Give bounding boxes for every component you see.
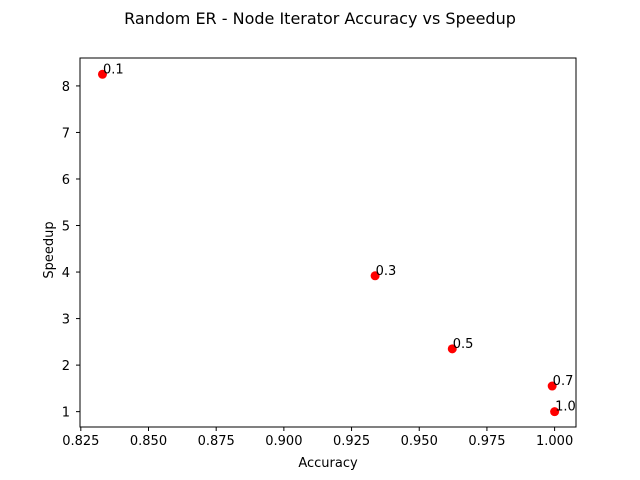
data-point bbox=[550, 407, 560, 417]
data-point-label: 1.0 bbox=[555, 400, 576, 415]
data-point-label: 0.3 bbox=[376, 264, 397, 279]
data-point-label: 0.5 bbox=[453, 337, 474, 352]
data-point-label: 0.1 bbox=[103, 62, 124, 77]
plot-area: 0.825 0.850 0.875 0.900 0.925 0.950 0.975 1.000… bbox=[62, 57, 577, 449]
data-point bbox=[370, 271, 380, 281]
x-tick-label: 0.925 bbox=[333, 434, 370, 449]
y-tick-label: 2 bbox=[62, 359, 70, 374]
x-tick-label: 1.000 bbox=[536, 434, 573, 449]
x-axis-title: Accuracy bbox=[298, 456, 358, 471]
y-axis-title: Speedup bbox=[42, 221, 57, 278]
y-tick-label: 5 bbox=[62, 220, 70, 235]
y-tick-label: 8 bbox=[62, 80, 70, 95]
y-tick-label: 3 bbox=[62, 313, 70, 328]
y-tick-label: 6 bbox=[62, 173, 70, 188]
chart-title: Random ER - Node Iterator Accuracy vs Sp… bbox=[124, 9, 516, 28]
data-point bbox=[547, 381, 557, 391]
data-point bbox=[97, 69, 107, 79]
data-point-label: 0.7 bbox=[553, 374, 574, 389]
data-point bbox=[447, 344, 457, 354]
x-tick-label: 0.850 bbox=[130, 434, 167, 449]
x-tick-label: 0.825 bbox=[62, 434, 99, 449]
x-tick-label: 0.875 bbox=[198, 434, 235, 449]
y-tick-label: 7 bbox=[62, 126, 70, 141]
x-tick-label: 0.950 bbox=[401, 434, 438, 449]
plot-frame bbox=[79, 57, 577, 428]
y-tick-label: 4 bbox=[62, 266, 70, 281]
x-tick-label: 0.900 bbox=[265, 434, 302, 449]
y-tick-label: 1 bbox=[62, 406, 70, 421]
x-tick-label: 0.975 bbox=[468, 434, 505, 449]
